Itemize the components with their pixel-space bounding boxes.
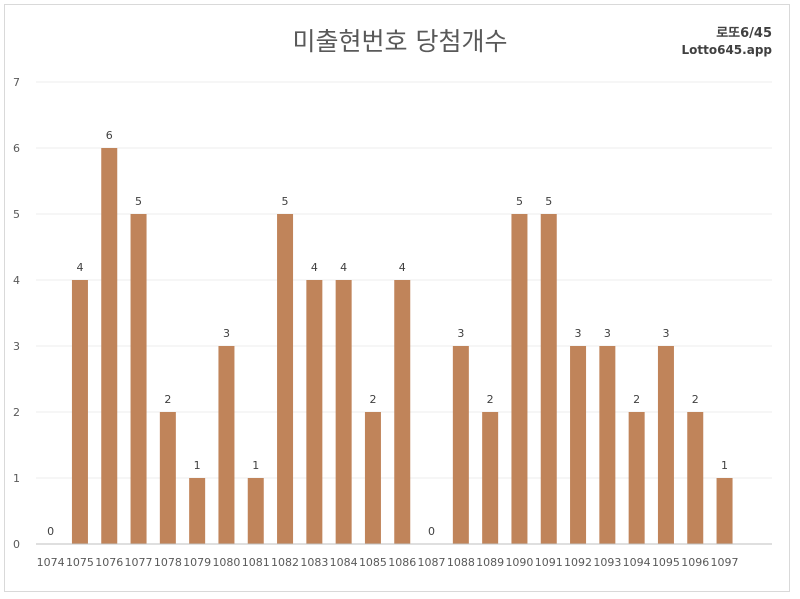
data-label: 0 bbox=[428, 525, 435, 538]
bar bbox=[364, 412, 381, 544]
data-label: 3 bbox=[457, 327, 464, 340]
x-tick-label: 1074 bbox=[37, 556, 65, 569]
data-label: 1 bbox=[194, 459, 201, 472]
y-tick-label: 2 bbox=[13, 406, 20, 419]
bar bbox=[159, 412, 176, 544]
bar bbox=[452, 346, 469, 544]
y-tick-label: 6 bbox=[13, 142, 20, 155]
x-tick-label: 1076 bbox=[95, 556, 123, 569]
data-label: 4 bbox=[399, 261, 406, 274]
bar bbox=[628, 412, 645, 544]
y-tick-label: 3 bbox=[13, 340, 20, 353]
bar bbox=[540, 214, 557, 544]
data-label: 3 bbox=[575, 327, 582, 340]
data-label: 5 bbox=[516, 195, 523, 208]
x-tick-label: 1090 bbox=[505, 556, 533, 569]
x-tick-label: 1087 bbox=[418, 556, 446, 569]
y-tick-label: 1 bbox=[13, 472, 20, 485]
bar bbox=[657, 346, 674, 544]
bar bbox=[218, 346, 235, 544]
y-tick-label: 7 bbox=[13, 76, 20, 89]
chart-title: 미출현번호 당첨개수 bbox=[292, 27, 508, 56]
x-tick-label: 1086 bbox=[388, 556, 416, 569]
y-tick-label: 4 bbox=[13, 274, 20, 287]
data-label: 0 bbox=[47, 525, 54, 538]
bar bbox=[335, 280, 352, 544]
bar bbox=[277, 214, 294, 544]
data-label: 3 bbox=[604, 327, 611, 340]
x-tick-label: 1081 bbox=[242, 556, 270, 569]
bar bbox=[687, 412, 704, 544]
brand-name: 로또6/45 bbox=[716, 26, 772, 41]
x-tick-label: 1088 bbox=[447, 556, 475, 569]
x-tick-label: 1089 bbox=[476, 556, 504, 569]
data-label: 3 bbox=[662, 327, 669, 340]
data-label: 6 bbox=[106, 129, 113, 142]
x-tick-label: 1094 bbox=[623, 556, 651, 569]
bar bbox=[130, 214, 147, 544]
bar bbox=[71, 280, 88, 544]
data-label: 5 bbox=[545, 195, 552, 208]
x-tick-label: 1091 bbox=[535, 556, 563, 569]
bar bbox=[306, 280, 323, 544]
data-label: 2 bbox=[164, 393, 171, 406]
data-label: 4 bbox=[311, 261, 318, 274]
data-label: 1 bbox=[721, 459, 728, 472]
bar bbox=[511, 214, 528, 544]
bar bbox=[101, 148, 118, 544]
x-tick-label: 1077 bbox=[125, 556, 153, 569]
data-label: 2 bbox=[692, 393, 699, 406]
x-tick-label: 1078 bbox=[154, 556, 182, 569]
data-label: 4 bbox=[340, 261, 347, 274]
x-tick-label: 1085 bbox=[359, 556, 387, 569]
x-tick-label: 1093 bbox=[593, 556, 621, 569]
x-tick-label: 1083 bbox=[300, 556, 328, 569]
bar bbox=[570, 346, 587, 544]
data-label: 2 bbox=[369, 393, 376, 406]
bar bbox=[189, 478, 206, 544]
bar bbox=[247, 478, 264, 544]
data-label: 1 bbox=[252, 459, 259, 472]
x-tick-label: 1080 bbox=[212, 556, 240, 569]
data-label: 2 bbox=[633, 393, 640, 406]
x-tick-label: 1095 bbox=[652, 556, 680, 569]
data-label: 2 bbox=[487, 393, 494, 406]
x-tick-label: 1096 bbox=[681, 556, 709, 569]
y-tick-label: 5 bbox=[13, 208, 20, 221]
data-label: 5 bbox=[135, 195, 142, 208]
x-tick-label: 1082 bbox=[271, 556, 299, 569]
bar bbox=[599, 346, 616, 544]
y-tick-label: 0 bbox=[13, 538, 20, 551]
x-tick-label: 1079 bbox=[183, 556, 211, 569]
x-tick-label: 1092 bbox=[564, 556, 592, 569]
x-tick-label: 1084 bbox=[330, 556, 358, 569]
bar bbox=[394, 280, 411, 544]
data-label: 5 bbox=[282, 195, 289, 208]
data-label: 3 bbox=[223, 327, 230, 340]
bar bbox=[482, 412, 499, 544]
x-tick-label: 1075 bbox=[66, 556, 94, 569]
x-tick-label: 1097 bbox=[711, 556, 739, 569]
data-label: 4 bbox=[76, 261, 83, 274]
bar bbox=[716, 478, 733, 544]
brand-site: Lotto645.app bbox=[681, 43, 773, 57]
